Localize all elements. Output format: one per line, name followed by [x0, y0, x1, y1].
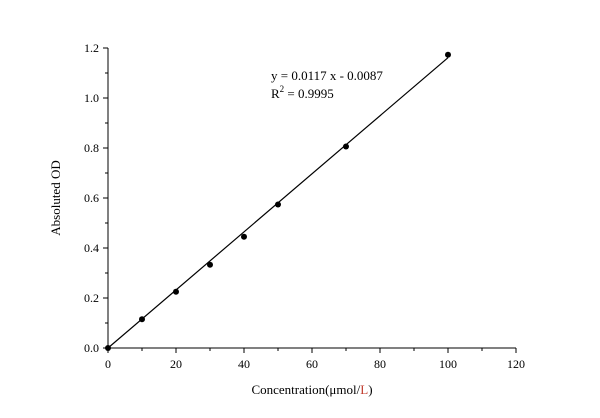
x-axis-title: Concentration(μmol/L): [251, 382, 372, 397]
fit-equation: y = 0.0117 x - 0.0087: [271, 68, 383, 83]
x-tick-label: 80: [374, 357, 386, 371]
y-axis-title: Absoluted OD: [48, 160, 63, 235]
data-point: [105, 345, 111, 351]
data-point: [173, 288, 179, 295]
x-tick-label: 120: [507, 357, 525, 371]
data-point: [343, 143, 349, 150]
r-squared-base: R: [271, 86, 280, 101]
x-tick-label: 100: [439, 357, 457, 371]
y-tick-label: 0.0: [84, 341, 99, 355]
y-ticks: 0.0 0.2 0.4 0.6 0.8 1.0 1.2: [84, 41, 108, 355]
x-tick-label: 40: [238, 357, 250, 371]
x-axis-title-unit: L: [360, 382, 368, 397]
data-point: [241, 233, 247, 240]
x-tick-label: 0: [105, 357, 111, 371]
r-squared-label: R2 = 0.9995: [271, 84, 334, 101]
y-tick-label: 1.0: [84, 91, 99, 105]
r-squared-value: = 0.9995: [284, 86, 334, 101]
r-squared-superscript: 2: [280, 84, 285, 94]
data-point: [445, 51, 451, 58]
x-axis-title-prefix: Concentration(μmol/: [251, 382, 360, 397]
y-tick-label: 0.2: [84, 291, 99, 305]
data-point: [139, 316, 145, 323]
y-tick-label: 0.8: [84, 141, 99, 155]
y-tick-label: 0.4: [84, 241, 99, 255]
y-tick-label: 0.6: [84, 191, 99, 205]
x-ticks: 0 20 40 60 80 100 120: [105, 348, 525, 371]
x-tick-label: 20: [170, 357, 182, 371]
data-point: [207, 261, 213, 268]
y-tick-label: 1.2: [84, 41, 99, 55]
x-tick-label: 60: [306, 357, 318, 371]
data-points: [105, 51, 451, 351]
x-axis-title-suffix: ): [368, 382, 372, 397]
data-point: [275, 201, 281, 208]
